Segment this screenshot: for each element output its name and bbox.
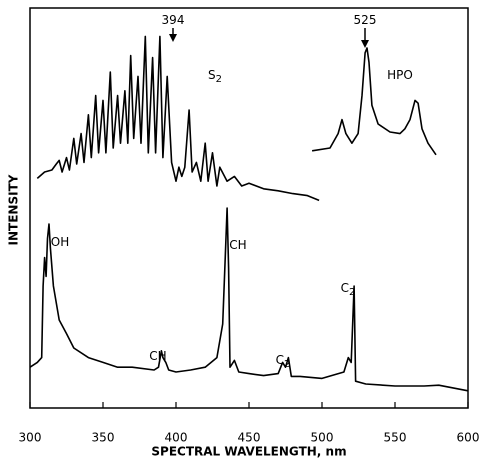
annotation-text: 525: [354, 13, 377, 27]
annotation: S2: [208, 68, 222, 86]
x-tick-label: 400: [165, 431, 188, 445]
annotation-text: CH: [229, 238, 246, 252]
annotation-text: S: [208, 68, 216, 82]
annotation-text: HPO: [387, 68, 413, 82]
annotation-subscript: 2: [216, 74, 222, 85]
annotation-text: OH: [51, 235, 69, 249]
annotation: 525: [354, 13, 377, 27]
arrow-head: [361, 40, 369, 48]
annotation: CH: [149, 349, 166, 363]
x-tick-label: 450: [238, 431, 261, 445]
annotation-subscript: 2: [284, 359, 290, 370]
x-tick-label: 300: [19, 431, 42, 445]
annotation: CH: [229, 238, 246, 252]
arrow-head: [169, 34, 177, 42]
annotation-subscript: 2: [349, 287, 355, 298]
annotation: 394: [162, 13, 185, 27]
x-tick-label: 600: [457, 431, 479, 445]
annotation-text: C: [341, 281, 349, 295]
annotation: C2: [276, 353, 291, 371]
spectrum-line: [311, 47, 437, 156]
spectrum-line: [29, 207, 469, 392]
x-axis-label: SPECTRAL WAVELENGTH, nm: [151, 445, 346, 459]
annotation: OH: [51, 235, 69, 249]
annotation: C2: [341, 281, 356, 299]
annotation-text: C: [276, 353, 284, 367]
annotation-text: 394: [162, 13, 185, 27]
y-axis-label: INTENSITY: [7, 174, 21, 245]
x-tick-label: 550: [384, 431, 407, 445]
x-tick-label: 500: [311, 431, 334, 445]
spectrum-line: [36, 35, 320, 202]
annotation: HPO: [387, 68, 413, 82]
x-tick-label: 350: [92, 431, 115, 445]
annotation-text: CH: [149, 349, 166, 363]
